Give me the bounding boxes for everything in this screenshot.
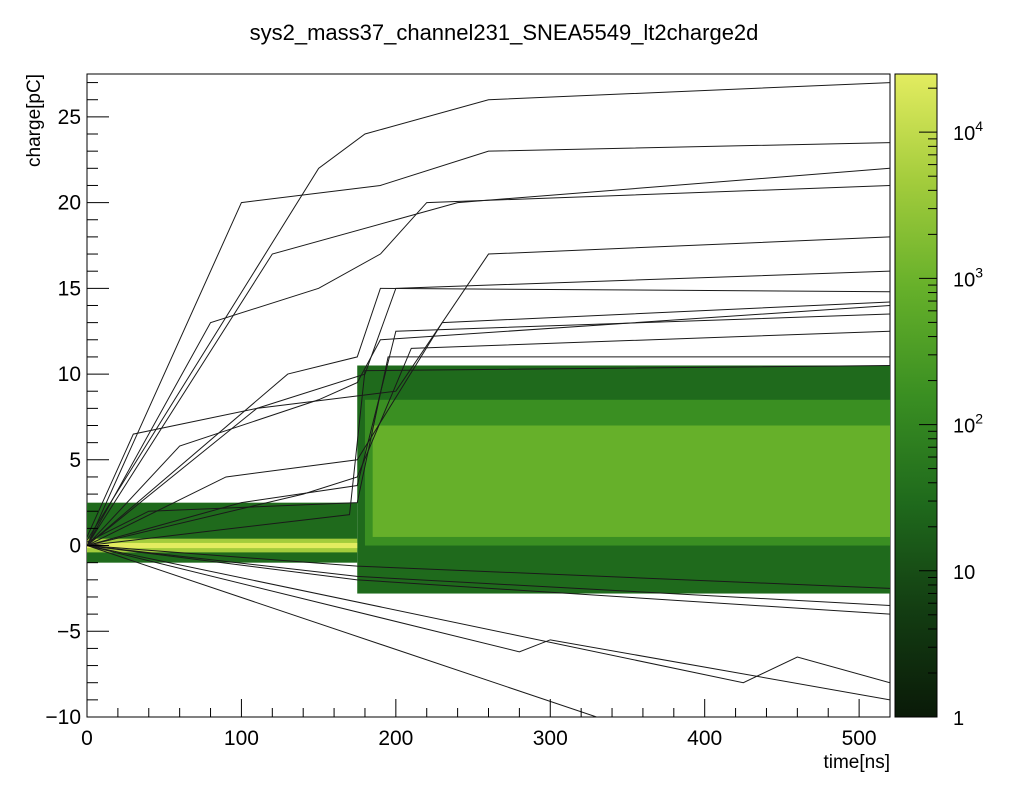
trace-layer [87, 82, 890, 717]
trace-14 [87, 545, 890, 615]
x-tick-label: 200 [378, 727, 413, 750]
y-axis: −10 −5 0 5 10 15 20 25 [45, 82, 109, 729]
trace-7 [87, 301, 890, 546]
y-axis-label: charge[pC] [24, 74, 45, 167]
trace-9 [87, 142, 890, 546]
x-tick-label: 0 [81, 727, 93, 750]
x-axis-label: time[ns] [823, 752, 890, 773]
colorbar-tick-label: 104 [953, 118, 983, 145]
x-tick-label: 300 [533, 727, 568, 750]
trace-12 [87, 364, 890, 547]
trace-2 [87, 184, 890, 546]
density-region-3 [372, 425, 890, 537]
trace-0 [87, 304, 890, 546]
x-tick-label: 500 [842, 727, 877, 750]
colorbar-gradient [894, 73, 938, 718]
trace-18 [87, 545, 890, 589]
colorbar-tick-label: 103 [953, 264, 983, 291]
trace-5 [87, 313, 890, 547]
y-tick-label: 20 [58, 192, 81, 215]
colorbar: 1 10 102 103 104 [894, 73, 983, 730]
x-axis: 0 100 200 300 400 500 [81, 699, 891, 750]
trace-17 [87, 545, 890, 684]
colorbar-tick-label: 1 [953, 708, 964, 730]
chart-title: sys2_mass37_channel231_SNEA5549_lt2charg… [250, 20, 759, 45]
trace-11 [87, 356, 890, 543]
trace-16 [87, 545, 600, 717]
y-tick-label: −5 [57, 620, 81, 643]
y-tick-label: 0 [69, 535, 81, 558]
trace-3 [87, 167, 890, 546]
trace-6 [87, 330, 890, 547]
colorbar-tick-label: 10 [953, 562, 975, 584]
y-tick-label: 10 [58, 363, 81, 386]
trace-10 [87, 287, 890, 546]
colorbar-ticks: 1 10 102 103 104 [919, 87, 983, 730]
y-tick-label: 25 [58, 106, 81, 129]
y-tick-label: 5 [69, 449, 81, 472]
trace-8 [87, 236, 890, 546]
x-tick-label: 100 [224, 727, 259, 750]
density-layer [87, 365, 890, 594]
x-tick-label: 400 [687, 727, 722, 750]
colorbar-tick-label: 102 [953, 411, 983, 438]
y-tick-label: −10 [45, 706, 81, 729]
trace-13 [87, 545, 890, 607]
trace-4 [87, 82, 890, 541]
trace-1 [87, 270, 890, 538]
density-region-5 [87, 542, 358, 549]
trace-15 [87, 545, 890, 701]
y-tick-label: 15 [58, 277, 81, 300]
